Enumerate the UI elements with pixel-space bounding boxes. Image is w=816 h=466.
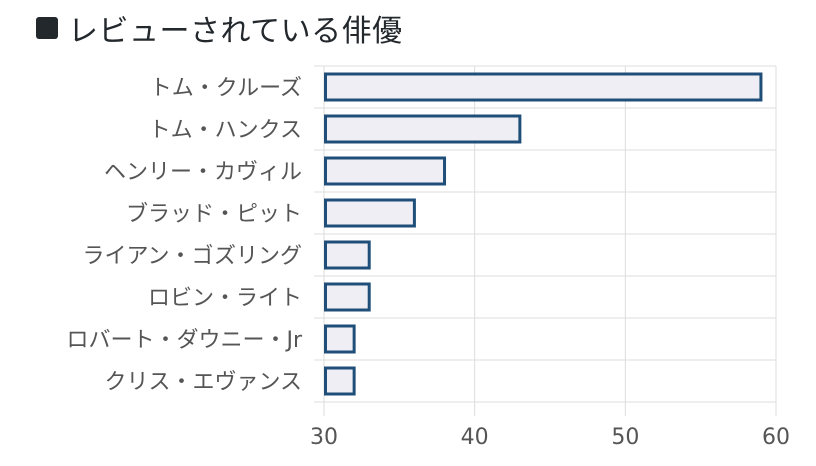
category-label: ロバート・ダウニー・Jr [66,328,302,353]
square-icon [36,17,58,39]
bar [324,114,522,144]
bar [324,198,416,228]
bar [324,72,763,102]
bar [324,156,447,186]
category-label: ブラッド・ピット [126,202,302,227]
bar [324,282,371,312]
chart-title: レビューされている俳優 [68,14,403,49]
bar [324,366,356,396]
x-axis-tick-labels: 30 40 50 60 [310,425,790,450]
category-label: クリス・エヴァンス [104,370,302,395]
category-label: ライアン・ゴズリング [82,244,302,269]
bar [324,324,356,354]
category-label: ロビン・ライト [148,286,302,311]
category-label: トム・ハンクス [149,118,302,143]
category-label: トム・クルーズ [150,76,302,101]
chart-header: レビューされている俳優 [36,8,403,49]
bars [324,72,763,396]
x-tick-label: 40 [461,425,489,450]
x-tick-label: 50 [611,425,639,450]
category-label: ヘンリー・カヴィル [104,160,302,185]
bar [324,240,371,270]
category-labels: トム・クルーズトム・ハンクスヘンリー・カヴィルブラッド・ピットライアン・ゴズリン… [66,76,302,395]
grid-lines [314,65,777,416]
x-tick-label: 30 [310,425,338,450]
x-tick-label: 60 [762,425,790,450]
